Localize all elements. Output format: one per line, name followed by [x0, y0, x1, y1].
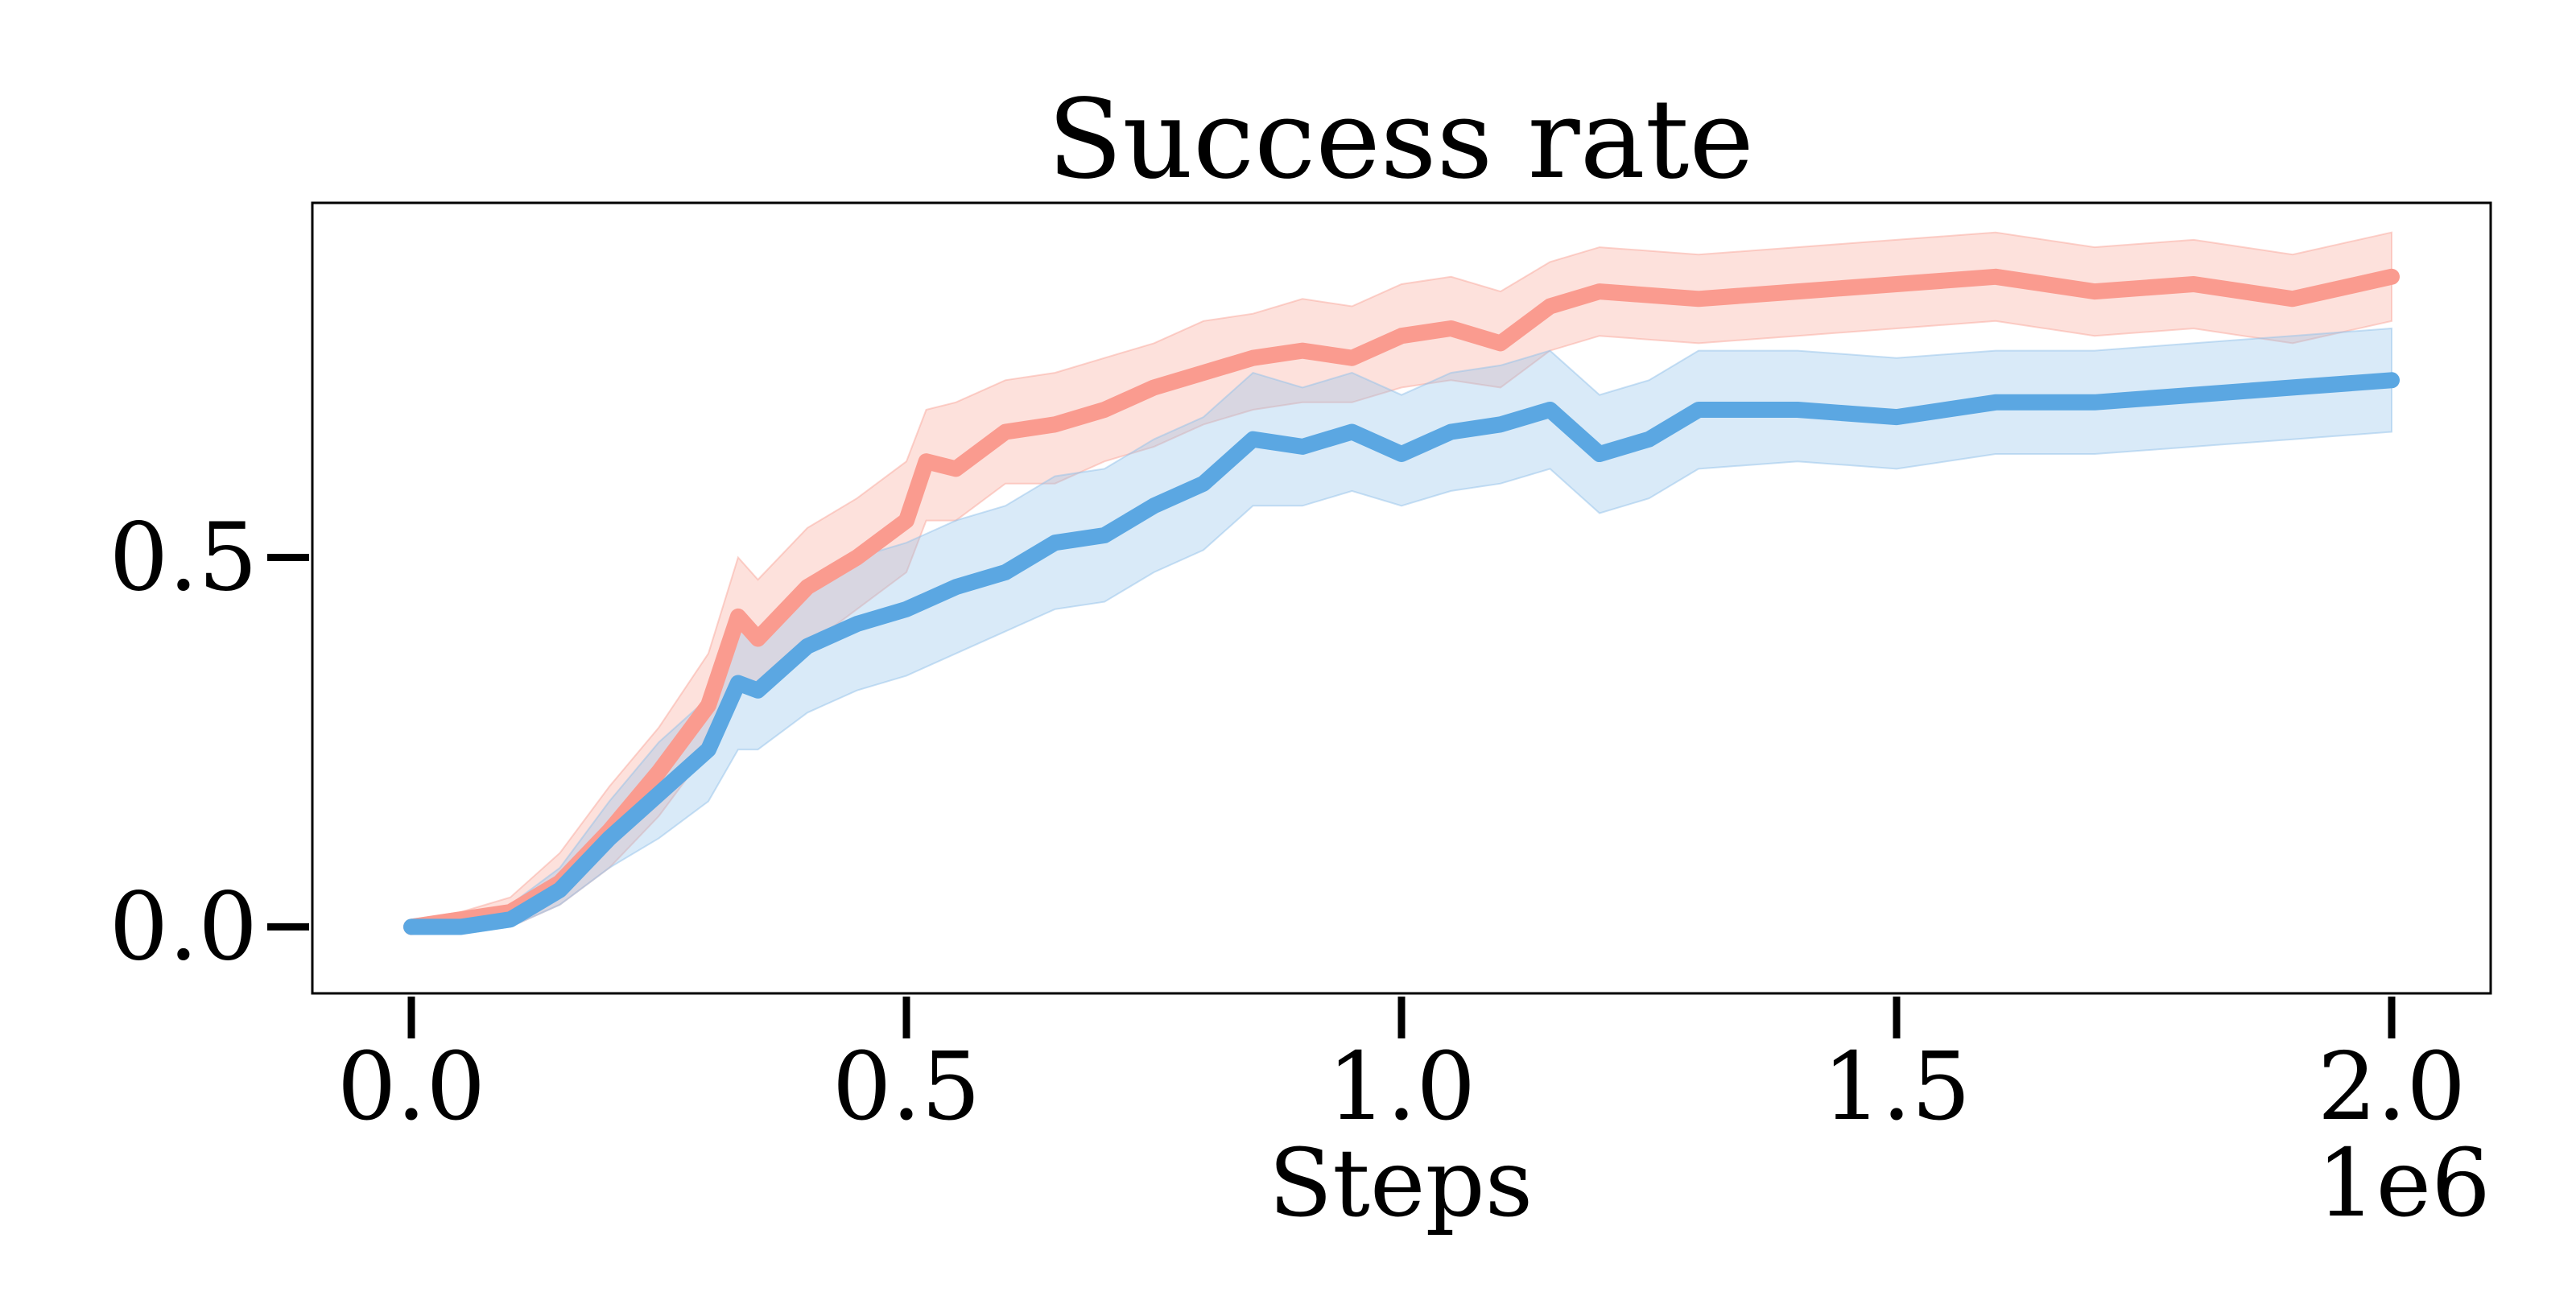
- series-lines: [403, 268, 2400, 935]
- y-tick-label: 0.0: [109, 873, 258, 981]
- x-axis-ticks: 0.0 0.5 1.0 1.5 2.0: [337, 997, 2466, 1141]
- x-tick-label: 2.0: [2318, 1033, 2466, 1141]
- x-tick-label: 1.0: [1327, 1033, 1476, 1141]
- chart-title: Success rate: [1047, 76, 1754, 204]
- y-axis-ticks: 0.0 0.5: [109, 504, 309, 981]
- x-tick-label: 1.5: [1823, 1033, 1971, 1141]
- plot-area-frame: [311, 201, 2492, 995]
- series-line-blue: [403, 372, 2400, 935]
- x-tick-label: 0.5: [832, 1033, 980, 1141]
- x-axis-label: Steps: [1269, 1129, 1534, 1238]
- y-tick-label: 0.5: [109, 504, 258, 613]
- series-line-red: [403, 268, 2400, 935]
- x-tick-label: 0.0: [337, 1033, 485, 1141]
- x-axis-offset-label: 1e6: [2317, 1129, 2491, 1238]
